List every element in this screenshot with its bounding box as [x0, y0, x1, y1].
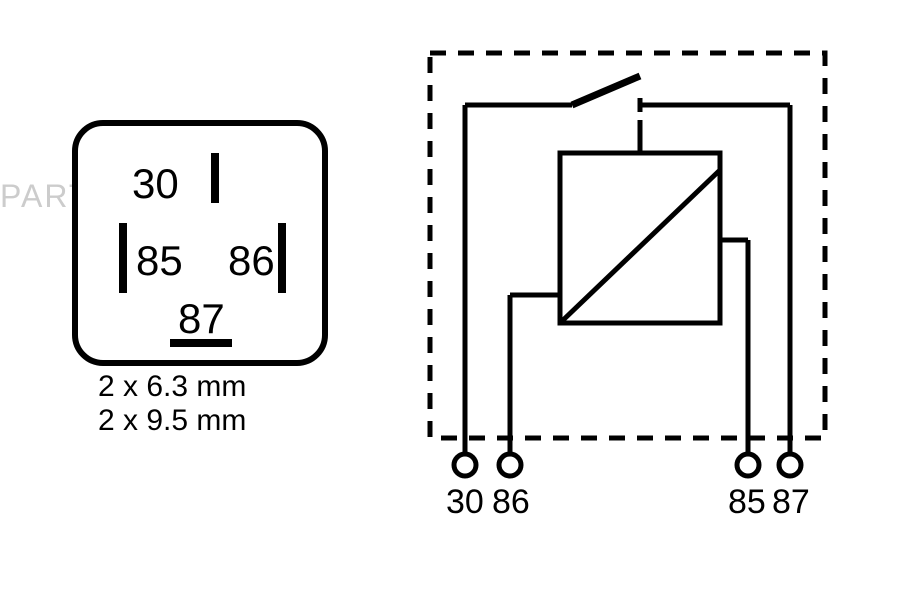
terminals: [454, 454, 801, 476]
dimension-line-1: 2 x 6.3 mm: [98, 370, 246, 404]
contact-arm: [572, 76, 640, 105]
terminal-85-label: 85: [728, 483, 766, 521]
dimension-line-2: 2 x 9.5 mm: [98, 404, 246, 438]
terminal-30: [454, 454, 476, 476]
diagram-svg: 30 85 86 87 30 86 85 87: [0, 0, 900, 600]
pin-87-label: 87: [178, 295, 225, 342]
terminal-85: [737, 454, 759, 476]
terminal-87: [779, 454, 801, 476]
terminal-87-label: 87: [772, 483, 810, 521]
pin-85-label: 85: [136, 237, 183, 284]
pin-86-label: 86: [228, 237, 275, 284]
terminal-30-label: 30: [446, 483, 484, 521]
terminal-86-label: 86: [492, 483, 530, 521]
terminal-86: [499, 454, 521, 476]
pin-30-label: 30: [132, 160, 179, 207]
